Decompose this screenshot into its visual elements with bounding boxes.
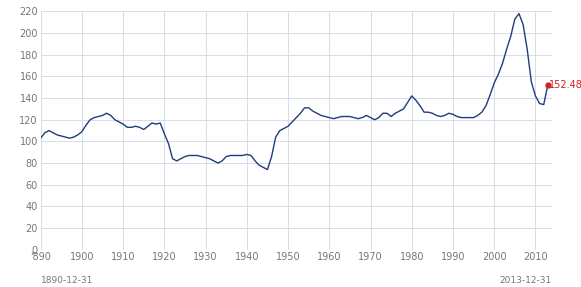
- Text: 2013-12-31: 2013-12-31: [500, 276, 552, 284]
- Text: 1890-12-31: 1890-12-31: [41, 276, 93, 284]
- Text: 152.48: 152.48: [549, 80, 581, 90]
